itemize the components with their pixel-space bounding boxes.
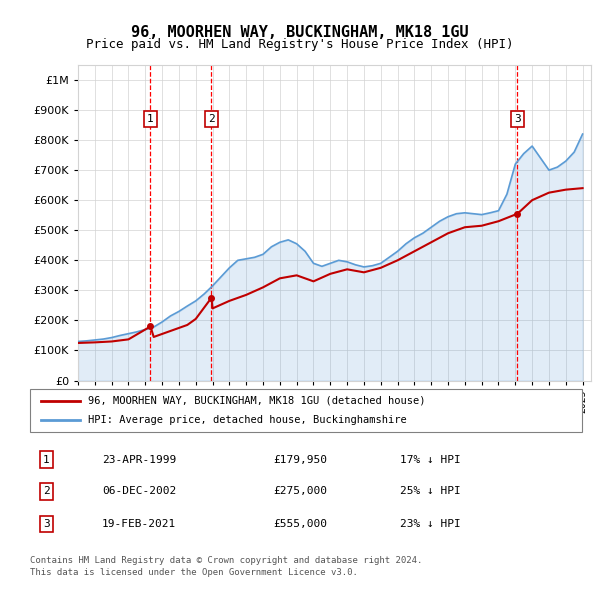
Text: Contains HM Land Registry data © Crown copyright and database right 2024.: Contains HM Land Registry data © Crown c…	[30, 556, 422, 565]
Text: This data is licensed under the Open Government Licence v3.0.: This data is licensed under the Open Gov…	[30, 568, 358, 576]
Text: 23-APR-1999: 23-APR-1999	[102, 454, 176, 464]
Text: HPI: Average price, detached house, Buckinghamshire: HPI: Average price, detached house, Buck…	[88, 415, 407, 425]
Text: 2: 2	[43, 486, 50, 496]
Text: 96, MOORHEN WAY, BUCKINGHAM, MK18 1GU (detached house): 96, MOORHEN WAY, BUCKINGHAM, MK18 1GU (d…	[88, 396, 425, 406]
Text: £555,000: £555,000	[273, 519, 327, 529]
Text: 06-DEC-2002: 06-DEC-2002	[102, 486, 176, 496]
Text: £275,000: £275,000	[273, 486, 327, 496]
Text: 3: 3	[514, 114, 521, 124]
Text: £179,950: £179,950	[273, 454, 327, 464]
Text: 2: 2	[208, 114, 215, 124]
Text: 17% ↓ HPI: 17% ↓ HPI	[400, 454, 461, 464]
Text: 1: 1	[43, 454, 50, 464]
Text: 23% ↓ HPI: 23% ↓ HPI	[400, 519, 461, 529]
Text: 96, MOORHEN WAY, BUCKINGHAM, MK18 1GU: 96, MOORHEN WAY, BUCKINGHAM, MK18 1GU	[131, 25, 469, 40]
Text: 1: 1	[147, 114, 154, 124]
Text: 3: 3	[43, 519, 50, 529]
FancyBboxPatch shape	[30, 389, 582, 432]
Text: 25% ↓ HPI: 25% ↓ HPI	[400, 486, 461, 496]
Text: 19-FEB-2021: 19-FEB-2021	[102, 519, 176, 529]
Text: Price paid vs. HM Land Registry's House Price Index (HPI): Price paid vs. HM Land Registry's House …	[86, 38, 514, 51]
